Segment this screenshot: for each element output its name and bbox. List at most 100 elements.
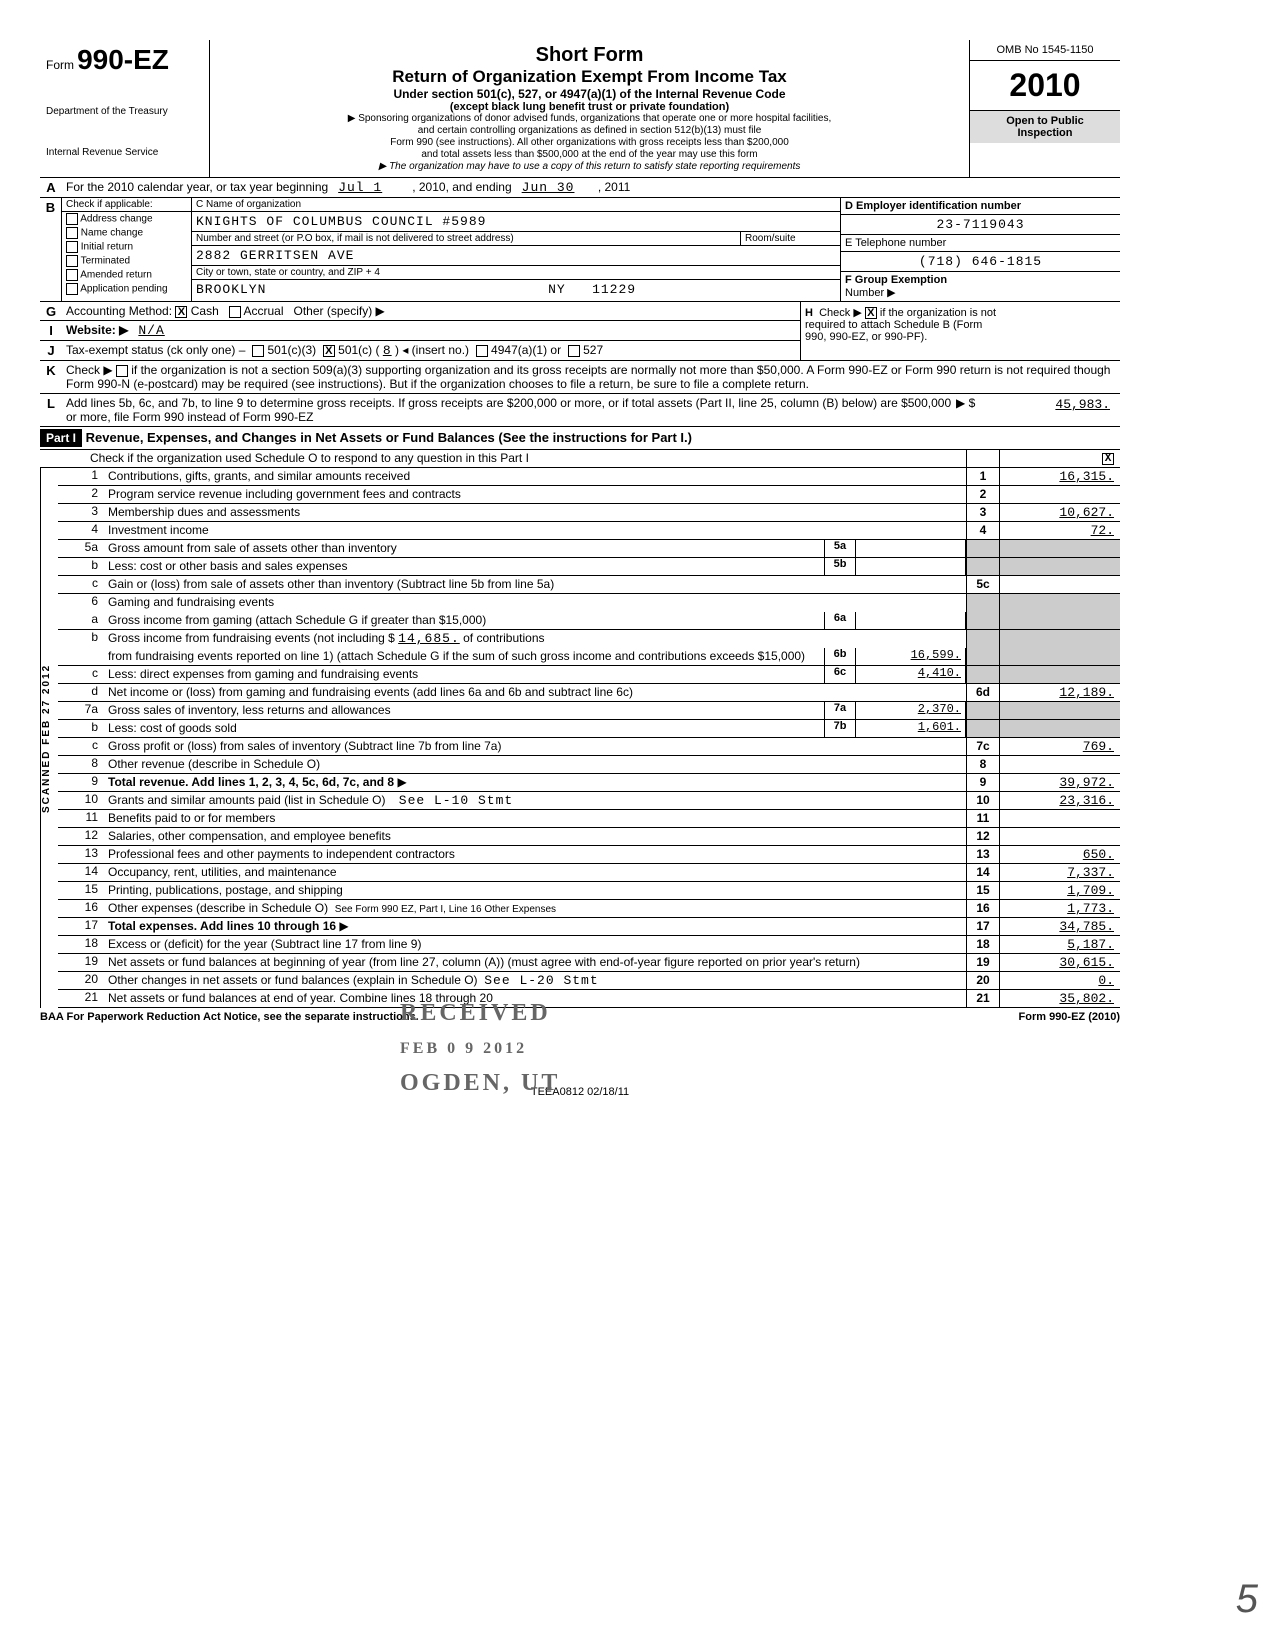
l10-v: 23,316. [1000, 792, 1120, 809]
l21-v: 35,802. [1000, 990, 1120, 1007]
L-text: Add lines 5b, 6c, and 7b, to line 9 to d… [66, 396, 956, 424]
tax-year: 2010 [970, 61, 1120, 111]
side-scanned: SCANNED FEB 27 2012 [40, 468, 58, 1008]
checkbox-cash[interactable]: X [175, 306, 187, 318]
J-num: 8 [383, 343, 392, 358]
content-A: For the 2010 calendar year, or tax year … [62, 178, 1120, 197]
checkbox-accrual[interactable] [229, 306, 241, 318]
public-2: Inspection [1017, 127, 1072, 139]
H-check: Check ▶ [819, 307, 862, 319]
l20-note: See L-20 Stmt [484, 973, 598, 988]
checkbox-schedO[interactable]: X [1102, 453, 1114, 465]
year-box: OMB No 1545-1150 2010 Open to Public Ins… [970, 40, 1120, 177]
E-label: E Telephone number [841, 235, 1120, 252]
checkbox-address[interactable] [66, 213, 78, 225]
title-except: (except black lung benefit trust or priv… [220, 101, 959, 113]
revenue-lines: 1Contributions, gifts, grants, and simil… [58, 468, 1120, 1008]
H-t2: if the organization is not [880, 307, 996, 319]
phone: (718) 646-1815 [841, 252, 1120, 272]
dept-irs: Internal Revenue Service [46, 147, 203, 158]
l5c-v [1000, 576, 1120, 593]
teea-code: TEEA0812 02/18/11 [40, 1086, 1120, 1098]
l7c-v: 769. [1000, 738, 1120, 755]
checkbox-name[interactable] [66, 227, 78, 239]
row-A: A For the 2010 calendar year, or tax yea… [40, 178, 1120, 198]
l11-d: Benefits paid to or for members [108, 810, 966, 827]
section-BCDEF: B Check if applicable: Address change Na… [40, 198, 1120, 302]
l14-v: 7,337. [1000, 864, 1120, 881]
F-label: F Group Exemption Number ▶ [841, 272, 1120, 301]
l11-v [1000, 810, 1120, 827]
form-number: 990-EZ [77, 44, 169, 75]
row-I: I Website: ▶ N/A [40, 321, 800, 341]
title-return: Return of Organization Exempt From Incom… [220, 67, 959, 87]
l6a-b: 6a [824, 612, 856, 629]
checkbox-pending[interactable] [66, 283, 78, 295]
org-address: 2882 GERRITSEN AVE [192, 246, 840, 266]
G-cash: Cash [191, 304, 219, 318]
checkbox-terminated[interactable] [66, 255, 78, 267]
l6b-pre: Gross income from fundraising events (no… [108, 631, 395, 645]
J-527: 527 [583, 343, 603, 357]
stamp-date: FEB 0 9 2012 [400, 1040, 527, 1058]
G-other: Other (specify) ▶ [294, 304, 385, 318]
public-1: Open to Public [1006, 115, 1084, 127]
org-name: KNIGHTS OF COLUMBUS COUNCIL #5989 [192, 212, 840, 232]
checkbox-501c3[interactable] [252, 345, 264, 357]
B-opt-amended: Amended return [62, 268, 191, 282]
letter-L: L [40, 394, 62, 426]
l8-v [1000, 756, 1120, 773]
A-end: Jun 30 [522, 180, 575, 195]
l14-d: Occupancy, rent, utilities, and maintena… [108, 864, 966, 881]
l17-d: Total expenses. Add lines 10 through 16 [108, 919, 336, 933]
title-box: Short Form Return of Organization Exempt… [210, 40, 970, 177]
lines-block: SCANNED FEB 27 2012 1Contributions, gift… [40, 468, 1120, 1008]
partI-badge: Part I [40, 429, 82, 447]
l6a-v [856, 612, 966, 629]
form-number-box: Form 990-EZ Department of the Treasury I… [40, 40, 210, 177]
l7a-d: Gross sales of inventory, less returns a… [108, 702, 824, 719]
checkbox-501c[interactable]: X [323, 345, 335, 357]
I-val: N/A [138, 323, 164, 338]
l20-v: 0. [1000, 972, 1120, 989]
F-text: F Group Exemption [845, 274, 947, 286]
l9-d: Total revenue. Add lines 1, 2, 3, 4, 5c,… [108, 775, 394, 789]
B-opt-pending: Application pending [62, 282, 191, 296]
checkbox-amended[interactable] [66, 269, 78, 281]
checkbox-K[interactable] [116, 365, 128, 377]
A-text: For the 2010 calendar year, or tax year … [66, 180, 328, 194]
L-arrow: ▶ $ [956, 396, 996, 424]
l13-d: Professional fees and other payments to … [108, 846, 966, 863]
title-l5: ▶ Sponsoring organizations of donor advi… [220, 113, 959, 125]
row-J: J Tax-exempt status (ck only one) – 501(… [40, 341, 800, 361]
checkbox-527[interactable] [568, 345, 580, 357]
l19-v: 30,615. [1000, 954, 1120, 971]
l20-row: Other changes in net assets or fund bala… [108, 972, 966, 989]
dept-treasury: Department of the Treasury [46, 106, 203, 117]
l15-v: 1,709. [1000, 882, 1120, 899]
l7a-v: 2,370. [856, 702, 966, 719]
partI-header-row: Part I Revenue, Expenses, and Changes in… [40, 427, 1120, 450]
l6c-d: Less: direct expenses from gaming and fu… [108, 666, 824, 683]
partI-title: Revenue, Expenses, and Changes in Net As… [86, 430, 692, 445]
schedO-row: Check if the organization used Schedule … [40, 450, 1120, 468]
l6d-v: 12,189. [1000, 684, 1120, 701]
l8-d: Other revenue (describe in Schedule O) [108, 756, 966, 773]
l6b-post: of contributions [463, 631, 544, 645]
checkbox-H[interactable]: X [865, 307, 877, 319]
letter-B: B [40, 198, 62, 301]
row-G: G Accounting Method: X Cash Accrual Othe… [40, 302, 800, 321]
l2-v [1000, 486, 1120, 503]
A-begin: Jul 1 [338, 180, 382, 195]
J-c: 501(c) ( [338, 343, 379, 357]
open-public: Open to Public Inspection [970, 111, 1120, 143]
l7b-v: 1,601. [856, 720, 966, 737]
D-label: D Employer identification number [841, 198, 1120, 215]
l6c-v: 4,410. [856, 666, 966, 683]
l6b-pre-row: Gross income from fundraising events (no… [108, 630, 966, 648]
checkbox-4947[interactable] [476, 345, 488, 357]
l12-d: Salaries, other compensation, and employ… [108, 828, 966, 845]
checkbox-initial[interactable] [66, 241, 78, 253]
l1-v: 16,315. [1000, 468, 1120, 485]
l5c-d: Gain or (loss) from sale of assets other… [108, 576, 966, 593]
